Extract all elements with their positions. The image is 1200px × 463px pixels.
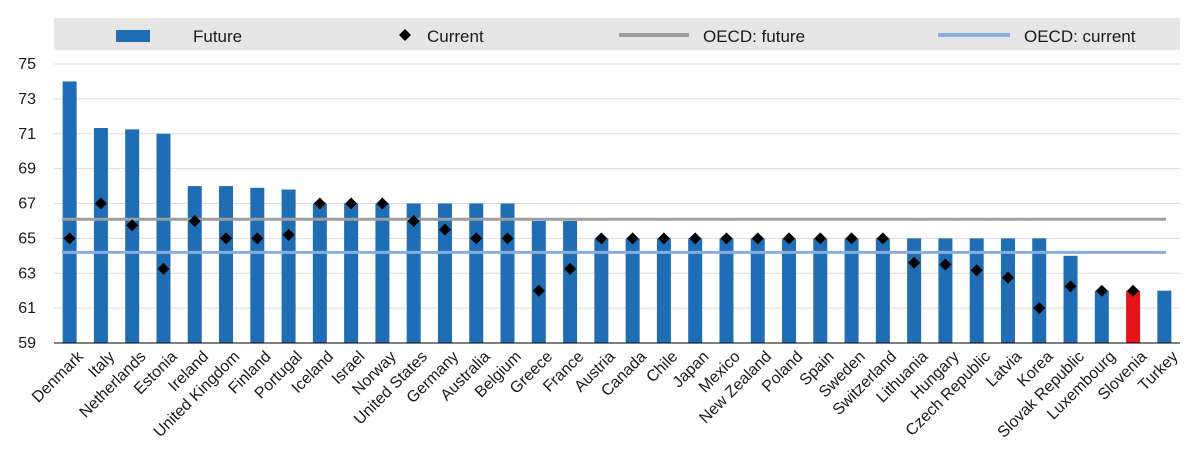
y-tick-label: 59 <box>18 335 36 352</box>
legend-swatch-future <box>116 30 150 42</box>
bar-future <box>969 238 984 343</box>
marker-current <box>908 256 921 269</box>
bar-future <box>500 203 515 343</box>
grid-lines <box>54 63 1180 309</box>
bar-future <box>250 187 265 343</box>
marker-current <box>188 214 201 227</box>
marker-current <box>657 232 670 245</box>
bar-future <box>750 238 765 343</box>
bar-future <box>1000 238 1015 343</box>
marker-current <box>345 197 358 210</box>
y-tick-label: 67 <box>18 196 36 213</box>
future-bars <box>62 81 1172 343</box>
bar-future <box>312 203 327 343</box>
bar-future <box>344 203 359 343</box>
marker-current <box>626 232 639 245</box>
legend-label-oecd-current: OECD: current <box>1024 27 1136 46</box>
y-tick-label: 71 <box>18 126 36 143</box>
legend-label-future: Future <box>193 27 242 46</box>
bar-future <box>406 203 421 343</box>
y-tick-label: 69 <box>18 161 36 178</box>
bar-future <box>1032 238 1047 343</box>
bar-future <box>1094 290 1109 343</box>
bar-future <box>625 238 640 343</box>
oecd-lines <box>62 217 1166 254</box>
bar-future <box>844 238 859 343</box>
y-tick-label: 61 <box>18 300 36 317</box>
bar-future <box>719 238 734 343</box>
marker-current <box>313 197 326 210</box>
y-tick-label: 65 <box>18 230 36 247</box>
marker-current <box>751 232 764 245</box>
marker-current <box>876 232 889 245</box>
bar-future <box>125 129 140 343</box>
y-tick-label: 73 <box>18 91 36 108</box>
bar-future <box>782 238 797 343</box>
marker-current <box>1095 284 1108 297</box>
bar-future <box>93 127 108 343</box>
marker-current <box>63 232 76 245</box>
legend-label-oecd-future: OECD: future <box>703 27 805 46</box>
bar-future <box>875 238 890 343</box>
bar-future <box>375 203 390 343</box>
x-category-label: Denmark <box>29 348 88 407</box>
current-markers <box>63 197 1140 315</box>
bar-future <box>594 238 609 343</box>
bar-future <box>1126 290 1141 343</box>
marker-current <box>220 232 233 245</box>
marker-current <box>595 232 608 245</box>
bar-future <box>813 238 828 343</box>
bar-future <box>563 220 578 343</box>
marker-current <box>845 232 858 245</box>
marker-current <box>532 284 545 297</box>
bar-future <box>156 133 171 343</box>
marker-current <box>157 262 170 275</box>
bar-future <box>187 186 202 343</box>
bar-future <box>1063 255 1078 343</box>
bar-future <box>62 81 77 343</box>
y-tick-label: 63 <box>18 265 36 282</box>
bar-future <box>281 189 296 343</box>
bar-future <box>688 238 703 343</box>
bar-future <box>656 238 671 343</box>
marker-current <box>282 228 295 241</box>
bar-future <box>531 220 546 343</box>
marker-current <box>814 232 827 245</box>
y-axis-tick-labels: 59 61 63 65 67 69 71 73 75 <box>18 56 36 352</box>
bar-future <box>938 238 953 343</box>
y-tick-label: 75 <box>18 56 36 73</box>
marker-current <box>126 219 139 232</box>
marker-current <box>470 232 483 245</box>
marker-current <box>939 258 952 271</box>
bar-future <box>1157 290 1172 343</box>
marker-current <box>376 197 389 210</box>
x-axis-category-labels: DenmarkItalyNetherlandsEstoniaIrelandUni… <box>29 348 1182 442</box>
legend-marker-current <box>399 29 411 41</box>
marker-current <box>1001 271 1014 284</box>
legend-label-current: Current <box>427 27 484 46</box>
marker-current <box>970 264 983 277</box>
bar-future <box>437 203 452 343</box>
marker-current <box>720 232 733 245</box>
marker-current <box>1033 302 1046 315</box>
marker-current <box>1064 280 1077 293</box>
bar-future <box>219 186 234 343</box>
marker-current <box>407 214 420 227</box>
marker-current <box>783 232 796 245</box>
marker-current <box>1127 284 1140 297</box>
marker-current <box>501 232 514 245</box>
marker-current <box>438 223 451 236</box>
marker-current <box>564 262 577 275</box>
bar-future <box>907 238 922 343</box>
bar-future <box>469 203 484 343</box>
marker-current <box>689 232 702 245</box>
marker-current <box>251 232 264 245</box>
marker-current <box>94 197 107 210</box>
